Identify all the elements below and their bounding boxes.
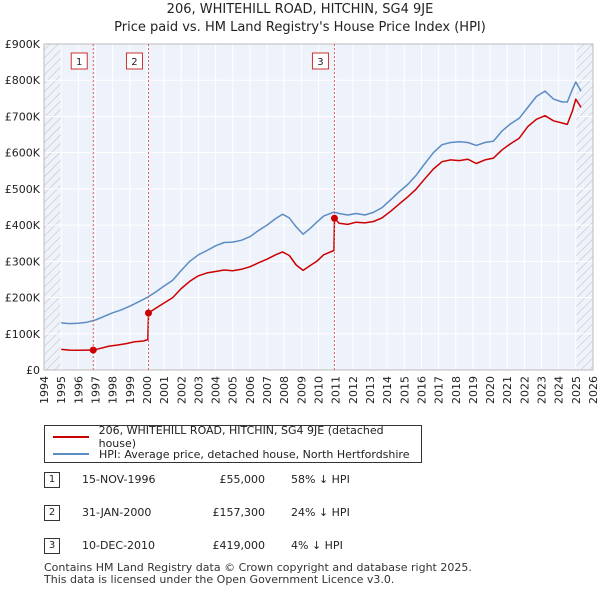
sale-price: £55,000 (219, 473, 266, 486)
x-tick-label: 1999 (124, 376, 137, 404)
x-tick-label: 1995 (55, 376, 68, 404)
legend-label-property: 206, WHITEHILL ROAD, HITCHIN, SG4 9JE (d… (98, 424, 384, 450)
y-tick-label: £300K (5, 255, 41, 268)
hatched-region (575, 44, 593, 370)
x-tick-label: 2019 (467, 376, 480, 404)
sale-hpi-diff: 4% ↓ HPI (291, 539, 343, 552)
y-tick-label: £100K (5, 328, 41, 341)
sale-point (330, 214, 338, 222)
x-tick-label: 2024 (553, 376, 566, 404)
x-tick-label: 2022 (518, 376, 531, 404)
x-tick-label: 2001 (158, 376, 171, 404)
x-tick-label: 2014 (381, 376, 394, 404)
y-tick-label: £700K (5, 110, 41, 123)
x-tick-label: 2007 (261, 376, 274, 404)
sale-price: £157,300 (212, 506, 266, 519)
sale-hpi-diff: 24% ↓ HPI (291, 506, 350, 519)
legend-swatch-property (53, 436, 89, 438)
sale-marker-badge (125, 52, 143, 70)
y-tick-label: £900K (5, 38, 41, 51)
legend-swatch-hpi (53, 453, 89, 455)
x-tick-label: 2018 (450, 376, 463, 404)
chart-title: 206, WHITEHILL ROAD, HITCHIN, SG4 9JE (166, 2, 434, 17)
x-tick-label: 2011 (330, 376, 343, 404)
x-tick-label: 1998 (107, 376, 120, 404)
series-line-hpi (61, 81, 582, 325)
sale-number-badge: 1 (44, 472, 60, 488)
table-row: 1 15-NOV-1996 £55,000 58% ↓ HPI (44, 470, 564, 492)
x-tick-label: 2010 (313, 376, 326, 404)
sale-marker-label: 3 (317, 57, 323, 68)
x-tick-label: 2016 (415, 376, 428, 404)
sale-date: 31-JAN-2000 (82, 506, 152, 519)
sale-marker-label: 2 (131, 57, 137, 68)
legend-label-hpi: HPI: Average price, detached house, Nort… (99, 447, 410, 461)
sale-date: 10-DEC-2010 (82, 539, 156, 552)
x-tick-label: 2017 (433, 376, 446, 404)
x-tick-label: 2026 (587, 376, 600, 404)
sale-number-badge: 2 (44, 505, 60, 521)
sale-number-badge: 3 (44, 538, 60, 554)
x-tick-label: 2020 (484, 376, 497, 404)
x-tick-label: 2008 (278, 376, 291, 404)
footer-license: This data is licensed under the Open Gov… (44, 573, 395, 586)
x-tick-label: 2003 (192, 376, 205, 404)
x-tick-label: 2021 (501, 376, 514, 404)
y-tick-label: £400K (5, 219, 41, 232)
table-row: 2 31-JAN-2000 £157,300 24% ↓ HPI (44, 503, 564, 525)
table-row: 3 10-DEC-2010 £419,000 4% ↓ HPI (44, 536, 564, 558)
x-tick-label: 2025 (570, 376, 583, 404)
x-tick-label: 2002 (175, 376, 188, 404)
x-tick-label: 1997 (89, 376, 102, 404)
x-tick-label: 1996 (72, 376, 85, 404)
x-tick-label: 2005 (227, 376, 240, 404)
footer-copyright: Contains HM Land Registry data © Crown c… (44, 561, 472, 574)
x-tick-label: 2012 (347, 376, 360, 404)
x-tick-label: 2015 (398, 376, 411, 404)
y-tick-label: £500K (5, 183, 41, 196)
x-tick-label: 2000 (141, 376, 154, 404)
sale-price: £419,000 (212, 539, 266, 552)
x-tick-label: 2023 (536, 376, 549, 404)
y-tick-label: £800K (5, 74, 41, 87)
legend-item-hpi: HPI: Average price, detached house, Nort… (53, 446, 409, 462)
sale-marker-badge (311, 52, 329, 70)
sale-marker-label: 1 (76, 57, 82, 68)
series-line-property (61, 98, 582, 352)
x-tick-label: 2013 (364, 376, 377, 404)
sale-point (144, 309, 152, 317)
x-tick-label: 2009 (295, 376, 308, 404)
x-tick-label: 1994 (38, 376, 51, 404)
x-tick-label: 2004 (210, 376, 223, 404)
sale-point (89, 346, 97, 354)
legend-item-property: 206, WHITEHILL ROAD, HITCHIN, SG4 9JE (d… (53, 424, 421, 450)
hatched-region (44, 44, 62, 370)
y-tick-label: £0 (26, 364, 40, 377)
sale-hpi-diff: 58% ↓ HPI (291, 473, 350, 486)
sale-marker-badge (70, 52, 88, 70)
sale-date: 15-NOV-1996 (82, 473, 156, 486)
y-tick-label: £600K (5, 147, 41, 160)
legend: 206, WHITEHILL ROAD, HITCHIN, SG4 9JE (d… (44, 424, 422, 463)
price-chart: £0 £100K £200K £300K £400K £500K £600K £700K £80… (5, 38, 600, 404)
x-tick-label: 2006 (244, 376, 257, 404)
chart-subtitle: Price paid vs. HM Land Registry's House … (114, 20, 486, 35)
plot-border (43, 43, 594, 371)
y-tick-label: £200K (5, 292, 41, 305)
